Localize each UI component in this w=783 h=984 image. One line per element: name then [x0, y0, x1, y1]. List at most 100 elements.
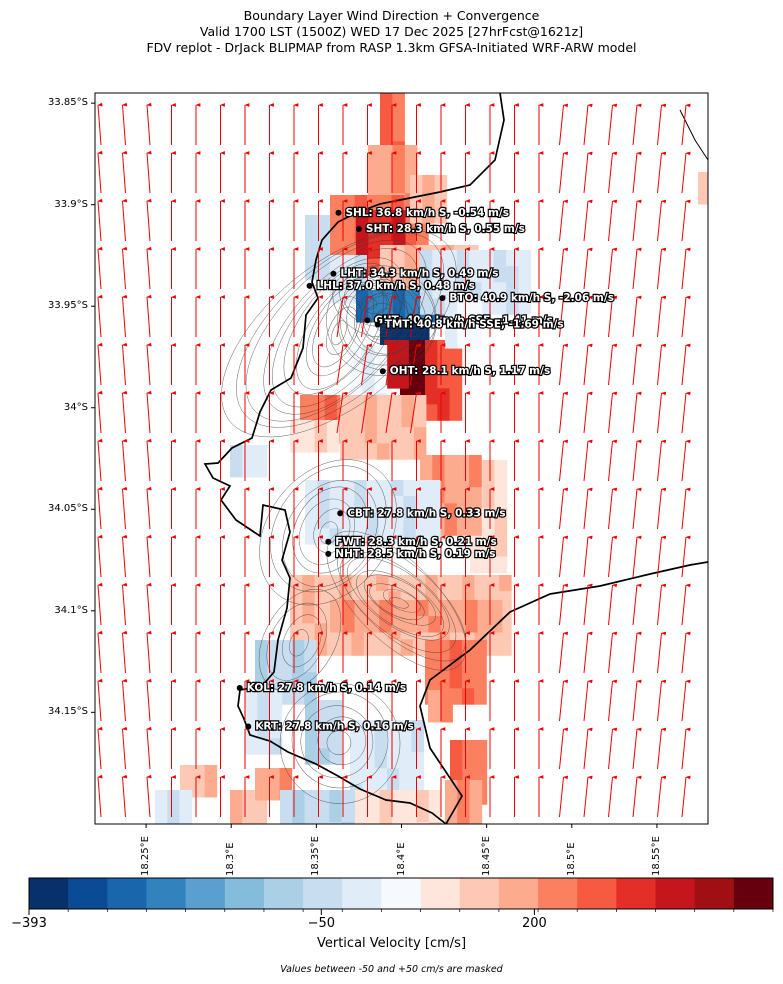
velocity-cell [380, 261, 393, 278]
velocity-cell [342, 616, 355, 633]
velocity-cell [362, 736, 375, 753]
contour-line [340, 551, 457, 653]
velocity-cell [290, 420, 303, 437]
wind-vector [121, 294, 128, 338]
velocity-cell [445, 316, 458, 333]
velocity-cell [317, 512, 330, 529]
velocity-cell [379, 616, 392, 633]
wind-vector [146, 294, 152, 338]
velocity-cell [428, 616, 441, 633]
velocity-cell [494, 524, 508, 541]
velocity-cell [330, 600, 343, 617]
velocity-cell [494, 460, 508, 477]
wind-vector [632, 439, 642, 482]
velocity-cell [374, 345, 388, 362]
velocity-cell [456, 250, 470, 267]
velocity-cell [391, 822, 405, 824]
wind-vector [681, 199, 691, 242]
wind-vector [583, 679, 593, 722]
velocity-cell [444, 487, 458, 504]
velocity-cell [255, 768, 268, 785]
velocity-cell [416, 600, 429, 617]
velocity-cell [254, 822, 268, 824]
velocity-cell [444, 455, 458, 472]
velocity-cell [445, 300, 458, 317]
wind-vector [97, 582, 103, 626]
velocity-cell [403, 528, 416, 545]
velocity-cell [457, 316, 470, 333]
velocity-cell [204, 765, 218, 782]
velocity-cell [380, 177, 393, 194]
lon-tick-label: 18.45°E [480, 836, 492, 876]
station-dot-kol [236, 685, 243, 691]
velocity-cell [304, 822, 318, 824]
wind-vector [121, 246, 128, 290]
velocity-cell [330, 255, 343, 272]
contour-line [332, 270, 408, 338]
wind-vector [97, 630, 103, 674]
wind-vector [632, 727, 642, 770]
velocity-cell [316, 790, 330, 807]
wind-vector [632, 343, 642, 386]
velocity-cell [317, 263, 330, 280]
velocity-cell [341, 822, 355, 824]
velocity-cell [444, 471, 458, 488]
velocity-cell [342, 227, 355, 244]
velocity-cell [364, 395, 378, 412]
velocity-cell [367, 822, 380, 824]
wind-vector [559, 295, 569, 338]
velocity-cell [416, 616, 429, 633]
velocity-cell [242, 790, 255, 807]
coastline-east [419, 561, 708, 824]
station-dot-bto [439, 295, 446, 302]
contour-line [221, 229, 457, 438]
velocity-cell [411, 736, 425, 753]
velocity-cell [368, 306, 381, 323]
velocity-cell [317, 480, 330, 497]
velocity-cell [340, 411, 353, 428]
station-label-tmt: TMT: 40.8 km/h SSE, -1.69 m/s [385, 319, 564, 331]
velocity-cell [461, 672, 475, 689]
velocity-cell [316, 822, 330, 824]
vertical-velocity-cells [155, 93, 708, 824]
velocity-cell [379, 822, 393, 824]
velocity-cell [404, 261, 418, 278]
velocity-cell [374, 752, 388, 769]
velocity-cell [469, 316, 483, 333]
velocity-cell [314, 420, 328, 437]
velocity-cell [192, 781, 205, 798]
velocity-cell [470, 540, 483, 557]
wind-vector [361, 343, 373, 386]
velocity-cell [506, 298, 519, 315]
velocity-cell [267, 656, 280, 673]
velocity-cell [493, 250, 507, 267]
velocity-cell [420, 250, 433, 267]
velocity-cell [302, 623, 315, 640]
velocity-cell [456, 503, 470, 520]
colorbar-title: Vertical Velocity [cm/s] [316, 936, 467, 951]
velocity-cell [255, 640, 268, 657]
velocity-cell [380, 145, 393, 162]
velocity-cell [230, 822, 243, 824]
velocity-cell [481, 250, 495, 267]
contour-line [389, 597, 409, 609]
velocity-cell [493, 282, 507, 299]
wind-vector [657, 775, 667, 818]
velocity-cell [167, 806, 180, 823]
wind-vector [632, 535, 642, 578]
wind-vector [583, 487, 593, 530]
colorbar-swatch [459, 878, 500, 909]
velocity-cell [291, 656, 305, 673]
velocity-cell [449, 575, 463, 592]
velocity-cell [352, 395, 365, 412]
velocity-cell [380, 226, 394, 243]
velocity-cell [366, 616, 380, 633]
contour-line [292, 486, 368, 574]
velocity-cell [280, 806, 293, 823]
velocity-cell [404, 277, 418, 294]
velocity-cell [432, 455, 445, 472]
wind-vector [121, 486, 128, 530]
velocity-cell [368, 177, 381, 194]
velocity-cell [457, 796, 470, 813]
wind-vector [121, 342, 128, 386]
